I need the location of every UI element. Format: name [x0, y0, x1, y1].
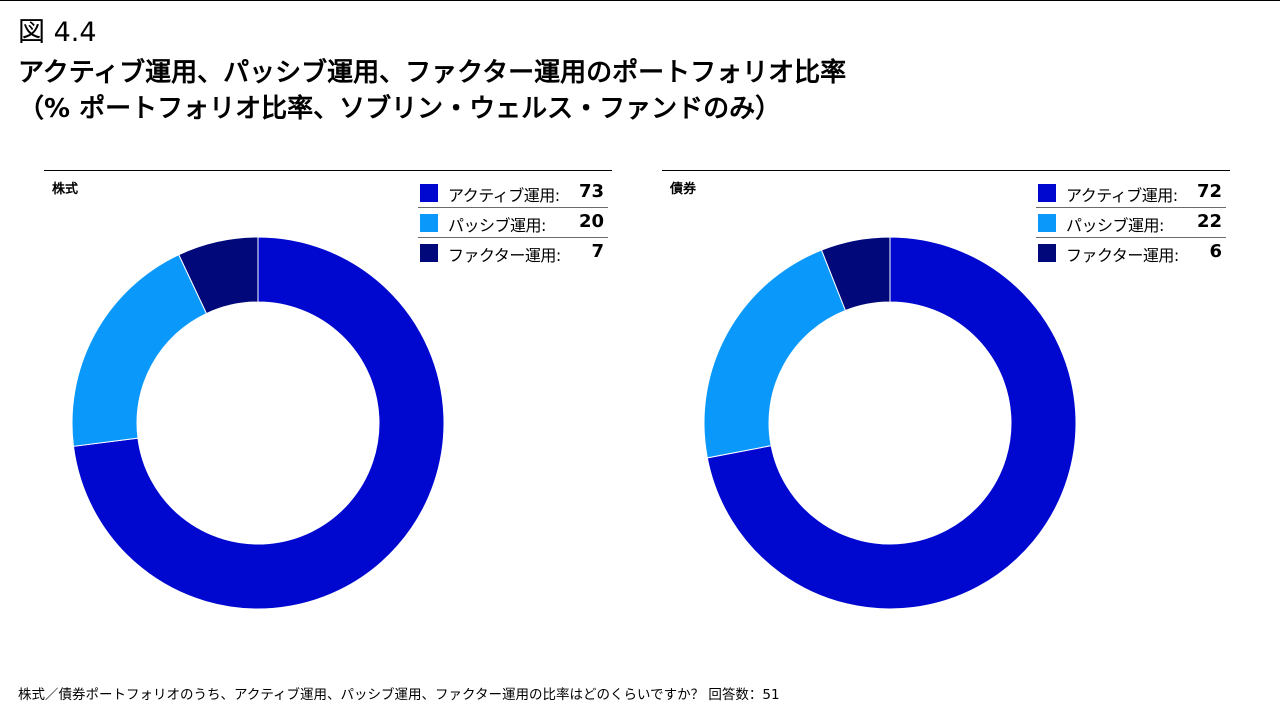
panel-title: 株式 [52, 182, 79, 197]
legend-label: アクティブ運用: [448, 186, 560, 205]
chart-title: アクティブ運用、パッシブ運用、ファクター運用のポートフォリオ比率 （% ポートフ… [18, 55, 846, 127]
legend-label: パッシブ運用: [1066, 216, 1164, 235]
legend-swatch [1038, 184, 1056, 202]
chart-title-line-2: （% ポートフォリオ比率、ソブリン・ウェルス・ファンドのみ） [18, 94, 782, 124]
legend-value: 7 [591, 241, 604, 262]
chart-title-line-1: アクティブ運用、パッシブ運用、ファクター運用のポートフォリオ比率 [18, 58, 847, 88]
legend-row: アクティブ運用: 72 [1036, 178, 1226, 208]
top-border [0, 0, 1280, 1]
legend-label: アクティブ運用: [1066, 186, 1178, 205]
legend-row: アクティブ運用: 73 [418, 178, 608, 208]
legend-value: 20 [578, 211, 604, 232]
legend-value: 22 [1196, 211, 1222, 232]
legend: アクティブ運用: 73 パッシブ運用: 20 ファクター運用: 7 [418, 178, 608, 267]
donut-slice [72, 236, 445, 610]
legend-value: 6 [1209, 241, 1222, 262]
legend-swatch [420, 214, 438, 232]
legend-row: パッシブ運用: 20 [418, 208, 608, 238]
legend-label: ファクター運用: [1066, 246, 1179, 265]
legend-swatch [1038, 214, 1056, 232]
donut-slice [703, 249, 847, 459]
legend: アクティブ運用: 72 パッシブ運用: 22 ファクター運用: 6 [1036, 178, 1226, 267]
equity-panel: 株式 アクティブ運用: 73 パッシブ運用: 20 ファクター運用: 7 [44, 170, 612, 620]
figure-label: 図 4.4 [18, 17, 97, 48]
legend-row: ファクター運用: 6 [1036, 238, 1226, 267]
legend-swatch [420, 244, 438, 262]
legend-value: 72 [1196, 181, 1222, 202]
legend-row: パッシブ運用: 22 [1036, 208, 1226, 238]
bond-donut-chart [703, 236, 1077, 610]
legend-value: 73 [578, 181, 604, 202]
equity-donut-chart [71, 236, 445, 610]
panel-top-rule [662, 170, 1230, 171]
donut-slice [178, 236, 259, 315]
donut-slice [820, 236, 891, 312]
panel-title: 債券 [670, 182, 697, 197]
footnote: 株式／債券ポートフォリオのうち、アクティブ運用、パッシブ運用、ファクター運用の比… [18, 687, 780, 703]
legend-label: パッシブ運用: [448, 216, 546, 235]
donut-slice [71, 254, 208, 447]
donut-slice [706, 236, 1077, 610]
panel-top-rule [44, 170, 612, 171]
bond-panel: 債券 アクティブ運用: 72 パッシブ運用: 22 ファクター運用: 6 [662, 170, 1230, 620]
legend-row: ファクター運用: 7 [418, 238, 608, 267]
legend-swatch [1038, 244, 1056, 262]
legend-label: ファクター運用: [448, 246, 561, 265]
legend-swatch [420, 184, 438, 202]
